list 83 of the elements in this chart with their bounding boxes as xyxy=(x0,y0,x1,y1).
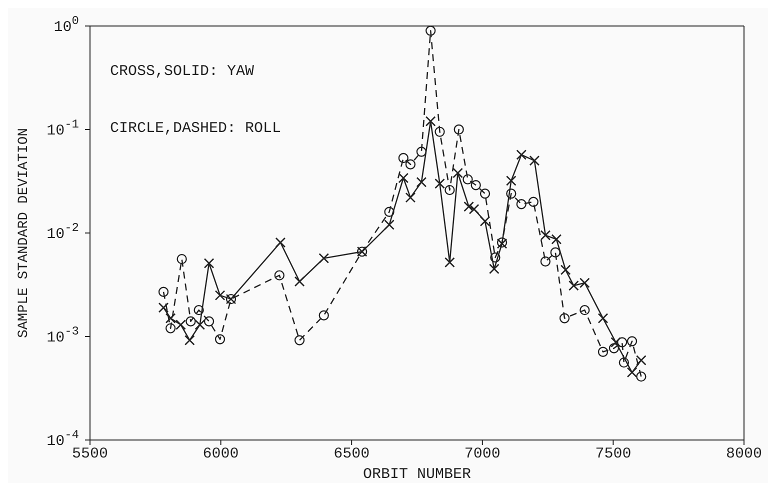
point xyxy=(444,184,455,196)
y-tick-label: 10$^{0}$ xyxy=(54,14,79,36)
point xyxy=(214,334,226,344)
y-axis-title: SAMPLE STANDARD DEVIATION xyxy=(16,128,32,338)
point xyxy=(579,278,590,288)
point xyxy=(294,335,305,346)
point xyxy=(425,116,436,127)
point xyxy=(398,152,408,164)
point xyxy=(608,343,620,354)
point xyxy=(480,216,490,226)
x-tick-label: 7500 xyxy=(595,446,632,463)
point xyxy=(540,230,551,241)
point xyxy=(434,178,445,189)
point xyxy=(275,237,286,248)
point xyxy=(405,159,416,170)
x-tick-label: 7000 xyxy=(464,446,500,463)
y-tick-label: 10$^{-3}$ xyxy=(46,324,79,346)
point xyxy=(158,286,169,297)
point xyxy=(506,188,516,199)
x-tick-label: 5500 xyxy=(72,446,108,463)
point xyxy=(529,155,540,166)
point xyxy=(616,337,628,348)
point xyxy=(462,174,473,184)
point xyxy=(176,254,187,264)
point xyxy=(480,188,490,199)
point xyxy=(516,199,526,210)
point xyxy=(194,304,204,316)
point xyxy=(464,201,474,212)
point xyxy=(384,206,394,217)
x-tick-label: 8000 xyxy=(726,446,762,463)
point xyxy=(636,355,646,366)
point xyxy=(158,302,169,313)
point xyxy=(214,290,226,301)
point xyxy=(559,313,570,324)
point xyxy=(416,146,427,157)
point xyxy=(470,180,481,190)
point xyxy=(626,336,638,346)
point xyxy=(194,320,206,330)
point xyxy=(274,270,284,280)
point xyxy=(636,371,646,382)
point xyxy=(405,192,416,203)
point xyxy=(488,264,500,274)
point xyxy=(568,280,579,291)
annotation: CROSS,SOLID: YAW xyxy=(110,63,256,80)
point xyxy=(204,258,214,268)
point xyxy=(550,247,560,258)
point xyxy=(598,346,608,357)
point xyxy=(186,316,196,326)
point xyxy=(434,126,445,137)
x-tick-label: 6500 xyxy=(334,446,370,463)
point xyxy=(165,313,176,324)
point xyxy=(551,234,562,244)
x-tick-label: 6000 xyxy=(202,446,239,463)
point xyxy=(598,313,608,324)
point xyxy=(398,172,409,184)
point xyxy=(540,256,551,267)
point xyxy=(468,204,480,214)
point xyxy=(294,276,305,287)
annotation: CIRCLE,DASHED: ROLL xyxy=(110,120,282,137)
point xyxy=(204,316,214,326)
point xyxy=(318,310,329,320)
point xyxy=(490,252,500,263)
point xyxy=(184,335,195,346)
y-tick-label: 10$^{-1}$ xyxy=(46,118,79,140)
point xyxy=(318,253,330,264)
point xyxy=(426,26,436,36)
point xyxy=(610,337,622,348)
point xyxy=(506,176,516,186)
point xyxy=(528,196,539,207)
point xyxy=(165,323,176,334)
point xyxy=(416,176,427,188)
x-axis-title: ORBIT NUMBER xyxy=(362,466,472,483)
point xyxy=(516,150,527,160)
point xyxy=(454,124,464,135)
point xyxy=(626,367,638,378)
point xyxy=(452,168,464,178)
point xyxy=(176,320,186,330)
y-tick-label: 10$^{-2}$ xyxy=(46,221,79,243)
point xyxy=(618,357,630,368)
point xyxy=(560,264,571,276)
point xyxy=(444,257,455,268)
point xyxy=(580,304,590,316)
point xyxy=(384,220,394,230)
